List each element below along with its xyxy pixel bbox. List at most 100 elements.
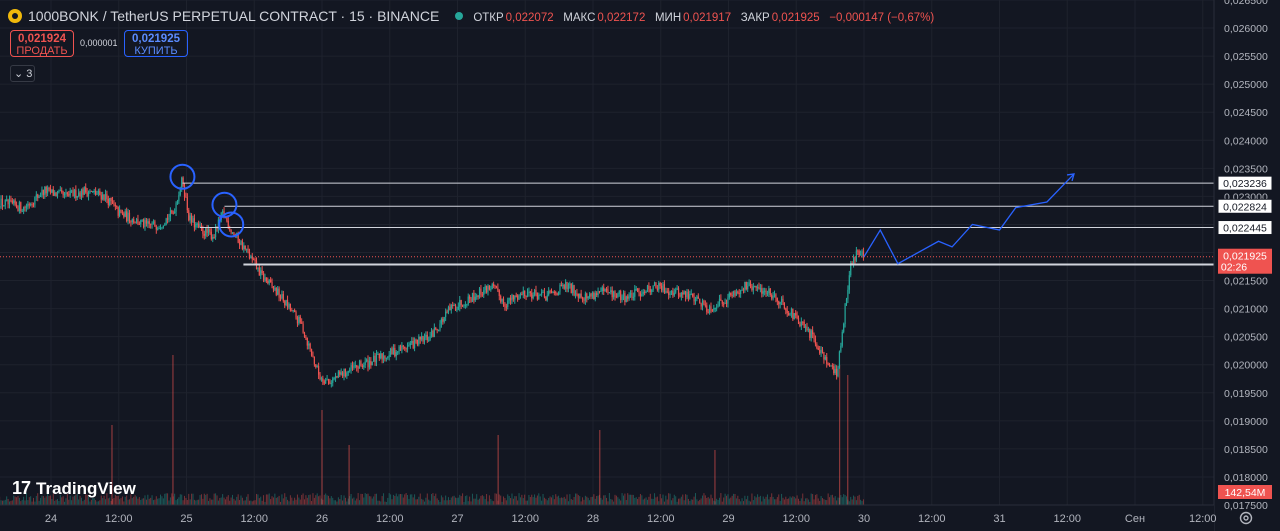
volume-bar — [257, 494, 259, 505]
candle-body — [412, 341, 414, 349]
drawings[interactable] — [169, 163, 1075, 265]
volume-bar — [491, 500, 493, 505]
indicators-toggle[interactable]: ⌄ 3 — [10, 65, 35, 82]
buy-button[interactable]: 0,021925 КУПИТЬ — [124, 30, 188, 57]
volume-bar — [579, 496, 581, 505]
candle-body — [857, 250, 859, 252]
volume-bar — [52, 493, 54, 505]
volume-bar — [789, 496, 791, 505]
candle-body — [429, 336, 431, 340]
candle-body — [711, 310, 714, 312]
candle-body — [207, 229, 210, 233]
candle-body — [254, 259, 256, 262]
candle-body — [186, 197, 188, 211]
sell-button[interactable]: 0,021924 ПРОДАТЬ — [10, 30, 74, 57]
volume-bar — [285, 496, 287, 505]
volume-bar — [425, 497, 427, 505]
candle-body — [526, 292, 529, 297]
candle-body — [860, 254, 862, 256]
candle-body — [419, 336, 421, 340]
candle-body — [572, 285, 574, 294]
volume-bar — [155, 496, 157, 505]
candles — [0, 176, 865, 388]
volume-bar — [857, 495, 859, 505]
volume-bar — [501, 501, 503, 505]
time-axis[interactable]: 24 12:00 25 12:00 26 12:00 27 12:00 28 12:00 29 12:… — [0, 504, 1217, 531]
volume-bar — [356, 498, 358, 505]
volume-bar — [720, 493, 722, 505]
volume-bar — [385, 501, 387, 505]
candle-body — [625, 296, 627, 303]
candle-body — [440, 318, 443, 324]
horizontal-levels[interactable] — [0, 182, 1214, 266]
volume-bar — [35, 495, 37, 505]
volume-bar — [663, 501, 665, 505]
volume-bar — [185, 497, 187, 505]
candle-body — [707, 311, 709, 313]
volume-bar — [216, 495, 218, 505]
volume-bar — [263, 495, 265, 505]
volume-bar — [119, 499, 121, 505]
volume-bar — [157, 498, 159, 505]
volume-bar — [748, 500, 750, 505]
candle-body — [397, 351, 399, 353]
time-tick-label: 31 — [993, 513, 1005, 525]
volume-bar — [690, 499, 692, 505]
volume-bar — [422, 499, 424, 505]
candle-body — [107, 198, 109, 205]
open-label: ОТКР — [473, 11, 504, 24]
volume-bar — [689, 500, 691, 505]
volume-bar — [103, 495, 105, 505]
candle-body — [277, 288, 279, 295]
candle-body — [789, 313, 791, 316]
candle-body — [775, 294, 777, 299]
volume-bar — [766, 494, 768, 505]
volume-bar — [220, 497, 222, 505]
indicators-count: 3 — [26, 68, 33, 80]
candle-body — [185, 196, 187, 198]
volume-bar — [243, 500, 245, 505]
volume-bar — [446, 500, 448, 505]
candle-body — [727, 297, 729, 304]
price-axis[interactable]: 0,026500 0,026000 0,025500 0,025000 0,024500… — [1213, 0, 1280, 531]
price-tick-label: 0,018000 — [1224, 472, 1268, 484]
candle-body — [128, 212, 131, 222]
volume-bar — [124, 496, 126, 505]
volume-bar — [443, 500, 445, 505]
candle-body — [833, 366, 835, 374]
candle-body — [315, 364, 317, 368]
volume-bar — [178, 497, 180, 505]
volume-bar — [649, 493, 651, 505]
candle-body — [42, 189, 44, 195]
candle-body — [731, 295, 733, 297]
volume-bar — [150, 497, 152, 505]
symbol-title[interactable]: 1000BONK / TetherUS PERPETUAL CONTRACT ·… — [28, 8, 440, 24]
candle-body — [83, 187, 85, 195]
candle-body — [756, 287, 759, 289]
gear-icon[interactable] — [1238, 510, 1254, 526]
volume-bar — [402, 497, 404, 505]
volume-bar — [620, 500, 622, 505]
candle-body — [559, 285, 561, 292]
candle-body — [354, 365, 356, 367]
candle-body — [63, 193, 66, 196]
volume-bar — [176, 498, 178, 505]
current-price-tag — [1218, 248, 1272, 274]
candle-body — [78, 192, 80, 196]
volume-bar — [429, 500, 431, 505]
volume-bar — [428, 499, 430, 505]
price-tick-label: 0,019000 — [1224, 416, 1268, 428]
volume-bar — [18, 497, 20, 505]
tradingview-logo[interactable]: 17 TradingView — [12, 478, 136, 499]
candle-body — [392, 348, 395, 355]
candle-body — [741, 289, 743, 291]
volume-bar — [652, 498, 654, 505]
candle-body — [847, 289, 849, 300]
candle-body — [456, 309, 458, 311]
volume-bar — [27, 500, 29, 505]
time-tick-label: 24 — [45, 513, 57, 525]
candle-body — [402, 345, 404, 347]
candle-body — [790, 308, 793, 314]
volume-bar — [371, 498, 373, 505]
